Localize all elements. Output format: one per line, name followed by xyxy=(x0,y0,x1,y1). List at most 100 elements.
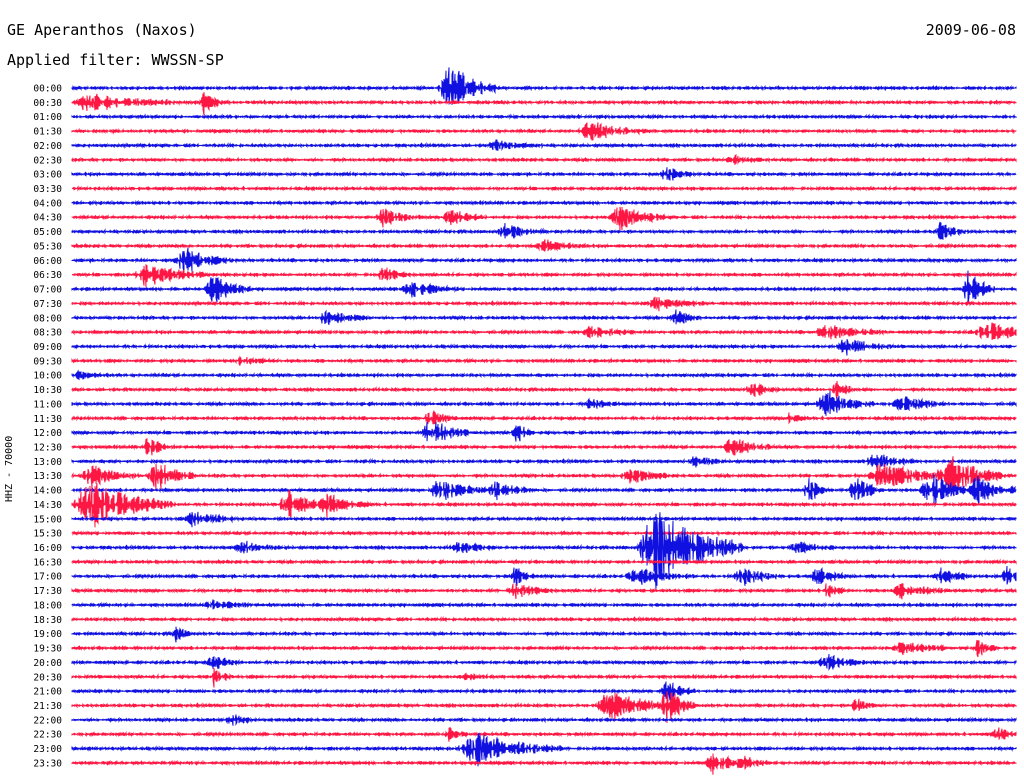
trace-line xyxy=(71,221,1017,240)
trace-line xyxy=(71,732,1017,767)
row-time-label: 11:00 xyxy=(33,399,62,410)
trace-line xyxy=(71,653,1017,671)
trace-line xyxy=(71,154,1017,165)
trace-line xyxy=(71,599,1017,610)
trace-line xyxy=(71,726,1017,742)
row-time-label: 03:00 xyxy=(33,170,62,181)
trace-line xyxy=(71,473,1017,505)
trace-line xyxy=(71,380,1017,401)
trace-line xyxy=(71,296,1017,312)
trace-line xyxy=(71,565,1017,586)
row-time-label: 13:00 xyxy=(33,457,62,468)
trace-line xyxy=(71,410,1017,425)
row-time-label: 15:30 xyxy=(33,529,62,540)
row-time-label: 04:00 xyxy=(33,198,62,209)
row-time-label: 11:30 xyxy=(33,414,62,425)
trace-line xyxy=(71,681,1017,701)
trace-line xyxy=(71,270,1017,304)
row-time-label: 23:00 xyxy=(33,744,62,755)
trace-line xyxy=(71,529,1017,537)
trace-line xyxy=(71,339,1017,356)
row-time-label: 10:30 xyxy=(33,385,62,396)
row-time-label: 20:30 xyxy=(33,672,62,683)
row-time-label: 15:00 xyxy=(33,514,62,525)
row-time-label: 19:30 xyxy=(33,644,62,655)
trace-line xyxy=(71,454,1017,470)
row-time-label: 14:00 xyxy=(33,486,62,497)
trace-line xyxy=(71,309,1017,326)
row-time-label: 01:00 xyxy=(33,112,62,123)
trace-line xyxy=(71,511,1017,528)
row-time-label: 09:30 xyxy=(33,356,62,367)
row-time-label: 18:30 xyxy=(33,615,62,626)
trace-line xyxy=(71,639,1017,658)
trace-line xyxy=(71,92,1017,116)
trace-line xyxy=(71,438,1017,456)
trace-line xyxy=(71,167,1017,181)
trace-line xyxy=(71,714,1017,727)
trace-line xyxy=(71,668,1017,688)
record-date: 2009-06-08 xyxy=(925,21,1016,39)
trace-line xyxy=(71,691,1017,724)
row-time-label: 18:00 xyxy=(33,600,62,611)
row-time-label: 00:30 xyxy=(33,98,62,109)
filter-label: Applied filter: WWSSN-SP xyxy=(7,51,224,69)
trace-line xyxy=(71,355,1017,366)
row-time-label: 23:30 xyxy=(33,758,62,769)
trace-line xyxy=(71,199,1017,207)
row-time-label: 19:00 xyxy=(33,629,62,640)
trace-line xyxy=(71,247,1017,272)
row-time-label: 17:00 xyxy=(33,572,62,583)
trace-line xyxy=(71,615,1017,623)
row-time-label: 14:30 xyxy=(33,500,62,511)
row-time-label: 16:00 xyxy=(33,543,62,554)
row-time-label: 06:30 xyxy=(33,270,62,281)
trace-line xyxy=(71,483,1017,528)
row-time-label: 08:30 xyxy=(33,328,62,339)
row-time-label: 12:00 xyxy=(33,428,62,439)
row-time-label: 10:00 xyxy=(33,371,62,382)
row-time-label: 02:00 xyxy=(33,141,62,152)
row-time-label: 09:00 xyxy=(33,342,62,353)
trace-line xyxy=(71,122,1017,141)
row-time-label: 13:30 xyxy=(33,471,62,482)
trace-line xyxy=(71,421,1017,442)
trace-line xyxy=(71,583,1017,600)
trace-line xyxy=(71,185,1017,192)
row-time-label: 04:30 xyxy=(33,213,62,224)
row-time-label: 05:30 xyxy=(33,241,62,252)
row-time-label: 07:00 xyxy=(33,285,62,296)
trace-line xyxy=(71,391,1017,416)
row-time-label: 22:30 xyxy=(33,730,62,741)
row-time-label: 22:00 xyxy=(33,715,62,726)
row-time-label: 21:00 xyxy=(33,687,62,698)
row-time-label: 07:30 xyxy=(33,299,62,310)
trace-line xyxy=(71,456,1017,496)
row-time-label: 01:30 xyxy=(33,127,62,138)
trace-line xyxy=(71,263,1017,288)
row-time-label: 02:30 xyxy=(33,155,62,166)
row-time-label: 21:30 xyxy=(33,701,62,712)
row-time-label: 16:30 xyxy=(33,557,62,568)
row-time-label: 08:00 xyxy=(33,313,62,324)
trace-line xyxy=(71,239,1017,252)
row-time-label: 17:30 xyxy=(33,586,62,597)
trace-line xyxy=(71,322,1017,340)
row-time-label: 06:00 xyxy=(33,256,62,267)
station-title: GE Aperanthos (Naxos) xyxy=(7,21,197,39)
trace-line xyxy=(71,206,1017,231)
trace-line xyxy=(71,369,1017,381)
row-time-label: 12:30 xyxy=(33,443,62,454)
trace-line xyxy=(71,67,1017,105)
trace-line xyxy=(71,753,1017,775)
trace-line xyxy=(71,113,1017,121)
trace-line xyxy=(71,626,1017,643)
row-time-label: 03:30 xyxy=(33,184,62,195)
row-time-label: 00:00 xyxy=(33,84,62,95)
row-time-label: 05:00 xyxy=(33,227,62,238)
trace-line xyxy=(71,558,1017,566)
trace-line xyxy=(71,512,1017,590)
trace-line xyxy=(71,139,1017,152)
row-time-label: 20:00 xyxy=(33,658,62,669)
